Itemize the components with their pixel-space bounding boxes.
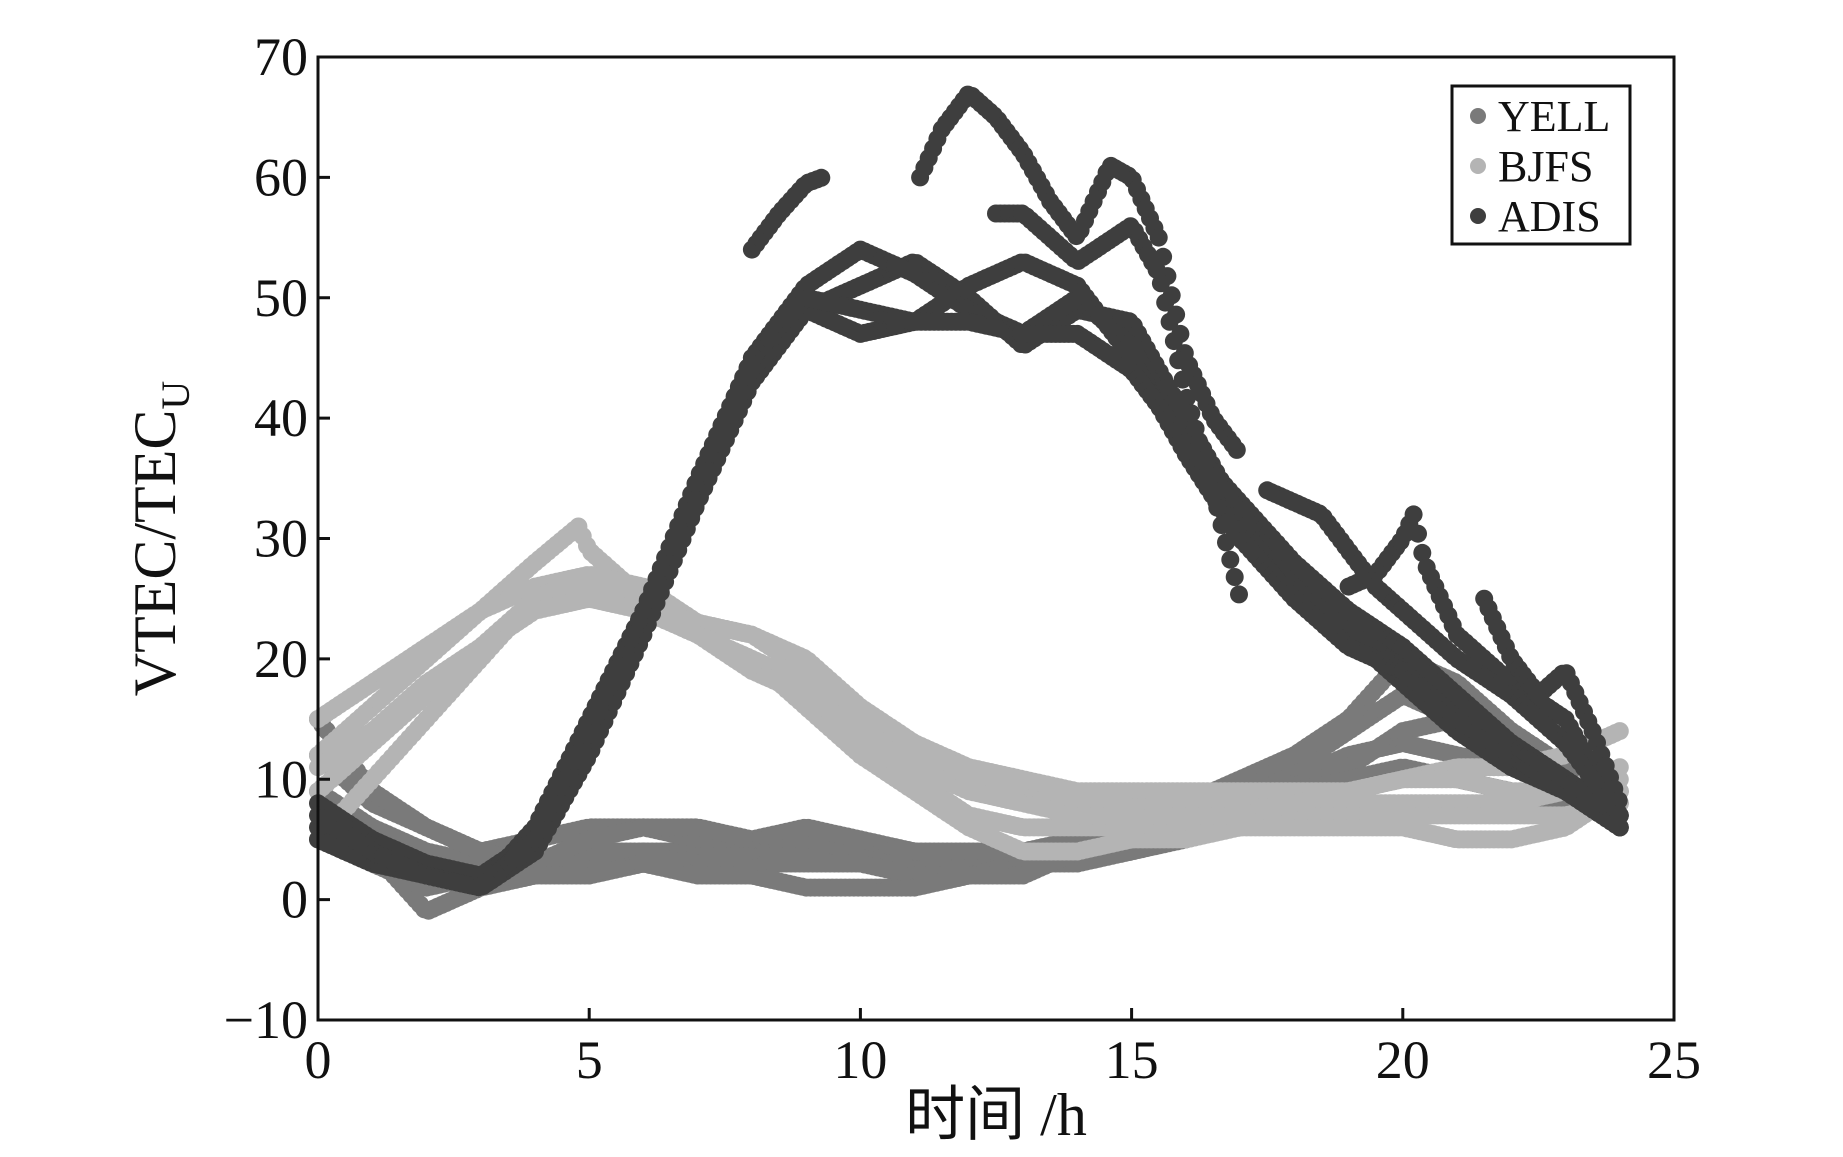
series-layer [309,85,1629,920]
x-tick-label: 15 [1105,1030,1159,1090]
legend-label: BJFS [1498,142,1593,191]
x-tick-label: 0 [305,1030,332,1090]
data-point [1156,293,1175,312]
y-tick-label: 40 [254,388,308,448]
data-point [1199,465,1218,484]
x-tick-label: 5 [576,1030,603,1090]
x-tick-label: 20 [1376,1030,1430,1090]
data-point [1195,450,1214,469]
data-point [1173,370,1192,389]
series-bjfs [309,517,1629,861]
y-tick-label: −10 [224,990,308,1050]
data-point [1182,404,1201,423]
data-point [1610,722,1629,741]
y-axis-title-subscript: U [153,381,198,410]
data-point [1225,568,1244,586]
x-tick-label: 10 [833,1030,887,1090]
legend-label: ADIS [1498,192,1601,241]
data-point [1217,533,1235,552]
data-point [1404,505,1423,524]
data-point [1609,804,1628,823]
y-tick-label: 60 [254,147,308,207]
data-point [1186,419,1205,438]
data-point [1230,585,1248,604]
data-point [1227,440,1246,459]
series-adis [309,85,1629,897]
data-point [1190,435,1209,454]
data-point [1413,543,1432,562]
data-point [1147,260,1166,279]
data-point [1149,228,1168,247]
y-tick-label: 0 [281,870,308,930]
y-tick-label: 70 [254,27,308,87]
data-point [1151,274,1170,293]
x-tick-label: 25 [1647,1030,1701,1090]
legend-label: YELL [1498,92,1610,141]
data-point [1160,312,1179,331]
data-point [1164,332,1183,351]
y-axis-title-main: VTEC/TEC [122,410,188,697]
data-point [1212,516,1231,534]
legend-marker [1470,158,1486,174]
data-point [1409,524,1427,543]
x-axis-title: 时间 /h [905,1082,1087,1148]
data-point [1221,550,1240,569]
data-point [1177,388,1196,407]
y-tick-label: 10 [254,749,308,809]
y-axis-title: VTEC/TECU [122,381,198,697]
y-tick-label: 50 [254,268,308,328]
legend-marker [1470,208,1486,224]
y-tick-label: 30 [254,509,308,569]
data-point [1204,481,1222,500]
legend-marker [1470,108,1486,124]
data-point [1169,351,1188,370]
data-point [812,168,831,187]
y-tick-label: 20 [254,629,308,689]
data-point [1208,498,1227,517]
